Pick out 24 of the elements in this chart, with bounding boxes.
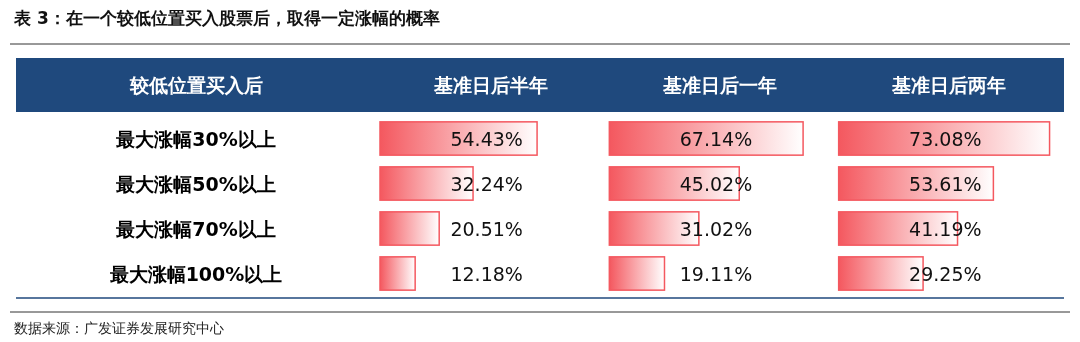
chart-subtitle: 基准日后两年 — [891, 74, 1007, 96]
y-axis-title: 较低位置买入后 — [128, 74, 263, 96]
data-label: 20.51% — [450, 217, 523, 240]
source-note: 数据来源：广发证券发展研究中心 — [14, 320, 224, 336]
text: 表 3：在一个较低位置买入股票后，取得一定涨幅的概率 — [13, 8, 440, 28]
data-label: 54.43% — [450, 127, 523, 150]
y-tick-label: 最大涨幅50%以上 — [115, 172, 276, 195]
bar — [379, 121, 538, 156]
data-label: 53.61% — [909, 172, 982, 195]
bar — [837, 121, 1051, 156]
bar — [379, 256, 416, 291]
bar — [608, 121, 804, 156]
chart-subtitle: 基准日后半年 — [432, 74, 548, 96]
bar — [837, 166, 995, 201]
data-label: 73.08% — [909, 127, 982, 150]
data-label: 67.14% — [679, 127, 753, 150]
chart-subtitle: 基准日后一年 — [662, 74, 777, 96]
data-label: 19.11% — [679, 262, 753, 285]
y-tick-label: 最大涨幅70%以上 — [115, 217, 276, 240]
bar — [608, 256, 666, 291]
data-label: 12.18% — [450, 262, 523, 285]
bar — [379, 211, 440, 246]
y-tick-label: 最大涨幅100%以上 — [108, 262, 283, 285]
y-tick-label: 最大涨幅30%以上 — [115, 127, 276, 150]
